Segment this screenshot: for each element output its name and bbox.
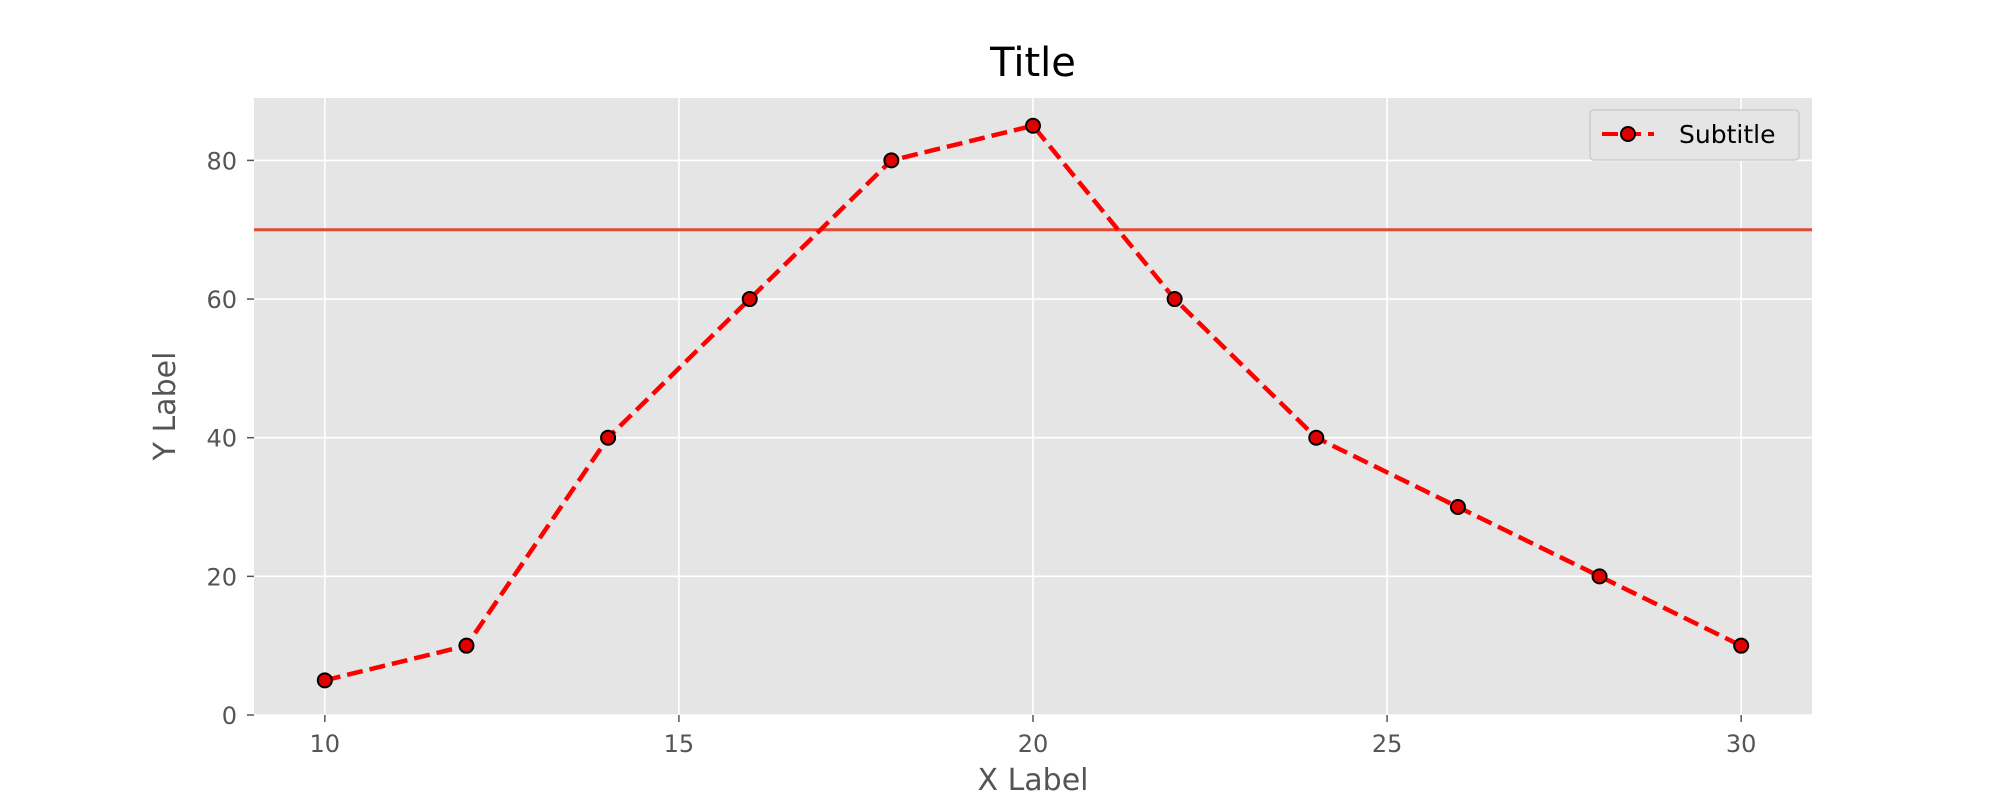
data-point bbox=[883, 152, 900, 169]
data-point bbox=[600, 429, 617, 446]
x-tick-label: 25 bbox=[1372, 730, 1403, 758]
data-point bbox=[1449, 499, 1466, 516]
series-line bbox=[324, 123, 1743, 683]
legend: Subtitle bbox=[1589, 109, 1800, 161]
data-point bbox=[741, 291, 758, 308]
legend-label-subtitle: Subtitle bbox=[1679, 120, 1775, 149]
x-tick-label: 10 bbox=[310, 730, 341, 758]
data-point bbox=[1733, 637, 1750, 654]
x-axis-label: X Label bbox=[977, 763, 1088, 798]
x-tick-label: 15 bbox=[664, 730, 695, 758]
series-layer bbox=[316, 117, 1750, 689]
y-axis-label: Y Label bbox=[148, 352, 183, 462]
y-tick-label: 20 bbox=[206, 563, 237, 591]
y-tick-label: 80 bbox=[206, 147, 237, 175]
legend-marker-swatch bbox=[1620, 126, 1636, 142]
y-tick-label: 60 bbox=[206, 286, 237, 314]
chart-title: Title bbox=[989, 40, 1076, 86]
axis-ticks: 10 15 20 25 30 0 20 40 60 80 bbox=[206, 147, 1756, 758]
y-tick-label: 40 bbox=[206, 425, 237, 453]
data-point bbox=[1166, 291, 1183, 308]
x-tick-label: 20 bbox=[1018, 730, 1049, 758]
data-point bbox=[1591, 568, 1608, 585]
data-point bbox=[316, 672, 333, 689]
data-point bbox=[458, 637, 475, 654]
data-point bbox=[1308, 429, 1325, 446]
y-tick-label: 0 bbox=[222, 702, 237, 730]
data-point bbox=[1025, 117, 1041, 134]
x-tick-label: 30 bbox=[1726, 730, 1757, 758]
legend-box bbox=[1589, 109, 1800, 161]
